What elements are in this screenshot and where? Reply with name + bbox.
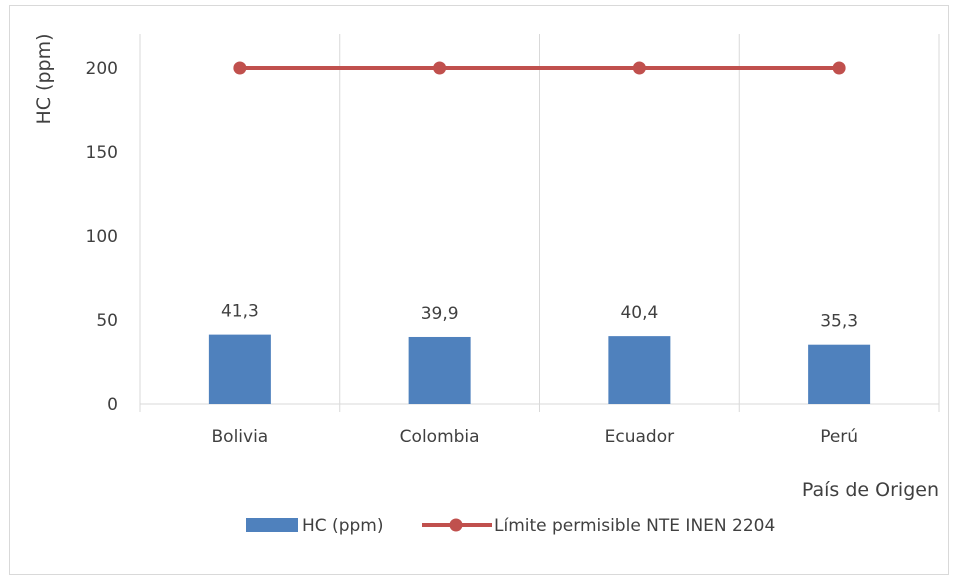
y-axis-title: HC (ppm): [33, 33, 55, 124]
y-tick-label: 0: [107, 395, 118, 415]
legend-swatch-marker: [449, 518, 463, 532]
x-category-label: Perú: [820, 427, 858, 447]
bar-series: [208, 334, 871, 404]
x-category-label: Ecuador: [605, 427, 674, 447]
data-labels: 41,3 39,9 40,4 35,3: [221, 302, 858, 332]
y-axis-ticks: 0 50 100 150 200: [86, 59, 118, 415]
y-tick-label: 50: [96, 311, 118, 331]
legend-swatch-bar: [246, 518, 298, 532]
y-tick-label: 100: [86, 227, 118, 247]
x-category-label: Colombia: [400, 427, 480, 447]
data-label: 41,3: [221, 302, 259, 322]
legend-label-line: Límite permisible NTE INEN 2204: [494, 516, 775, 536]
y-tick-label: 150: [86, 143, 118, 163]
data-label: 39,9: [421, 304, 459, 324]
x-axis-title: País de Origen: [802, 479, 939, 501]
limit-marker: [632, 61, 646, 75]
limit-marker: [832, 61, 846, 75]
line-series: [233, 61, 846, 75]
chart-frame: [9, 5, 949, 575]
bar: [408, 336, 471, 404]
data-label: 40,4: [620, 303, 658, 323]
x-axis-categories: Bolivia Colombia Ecuador Perú: [212, 427, 859, 447]
bar: [208, 334, 271, 404]
y-tick-label: 200: [86, 59, 118, 79]
limit-marker: [233, 61, 247, 75]
data-label: 35,3: [820, 312, 858, 332]
legend: HC (ppm) Límite permisible NTE INEN 2204: [246, 516, 775, 536]
bar: [608, 336, 671, 404]
grid-lines: [139, 34, 940, 412]
limit-marker: [433, 61, 447, 75]
bar: [808, 344, 871, 404]
legend-label-bar: HC (ppm): [302, 516, 383, 536]
x-category-label: Bolivia: [212, 427, 269, 447]
